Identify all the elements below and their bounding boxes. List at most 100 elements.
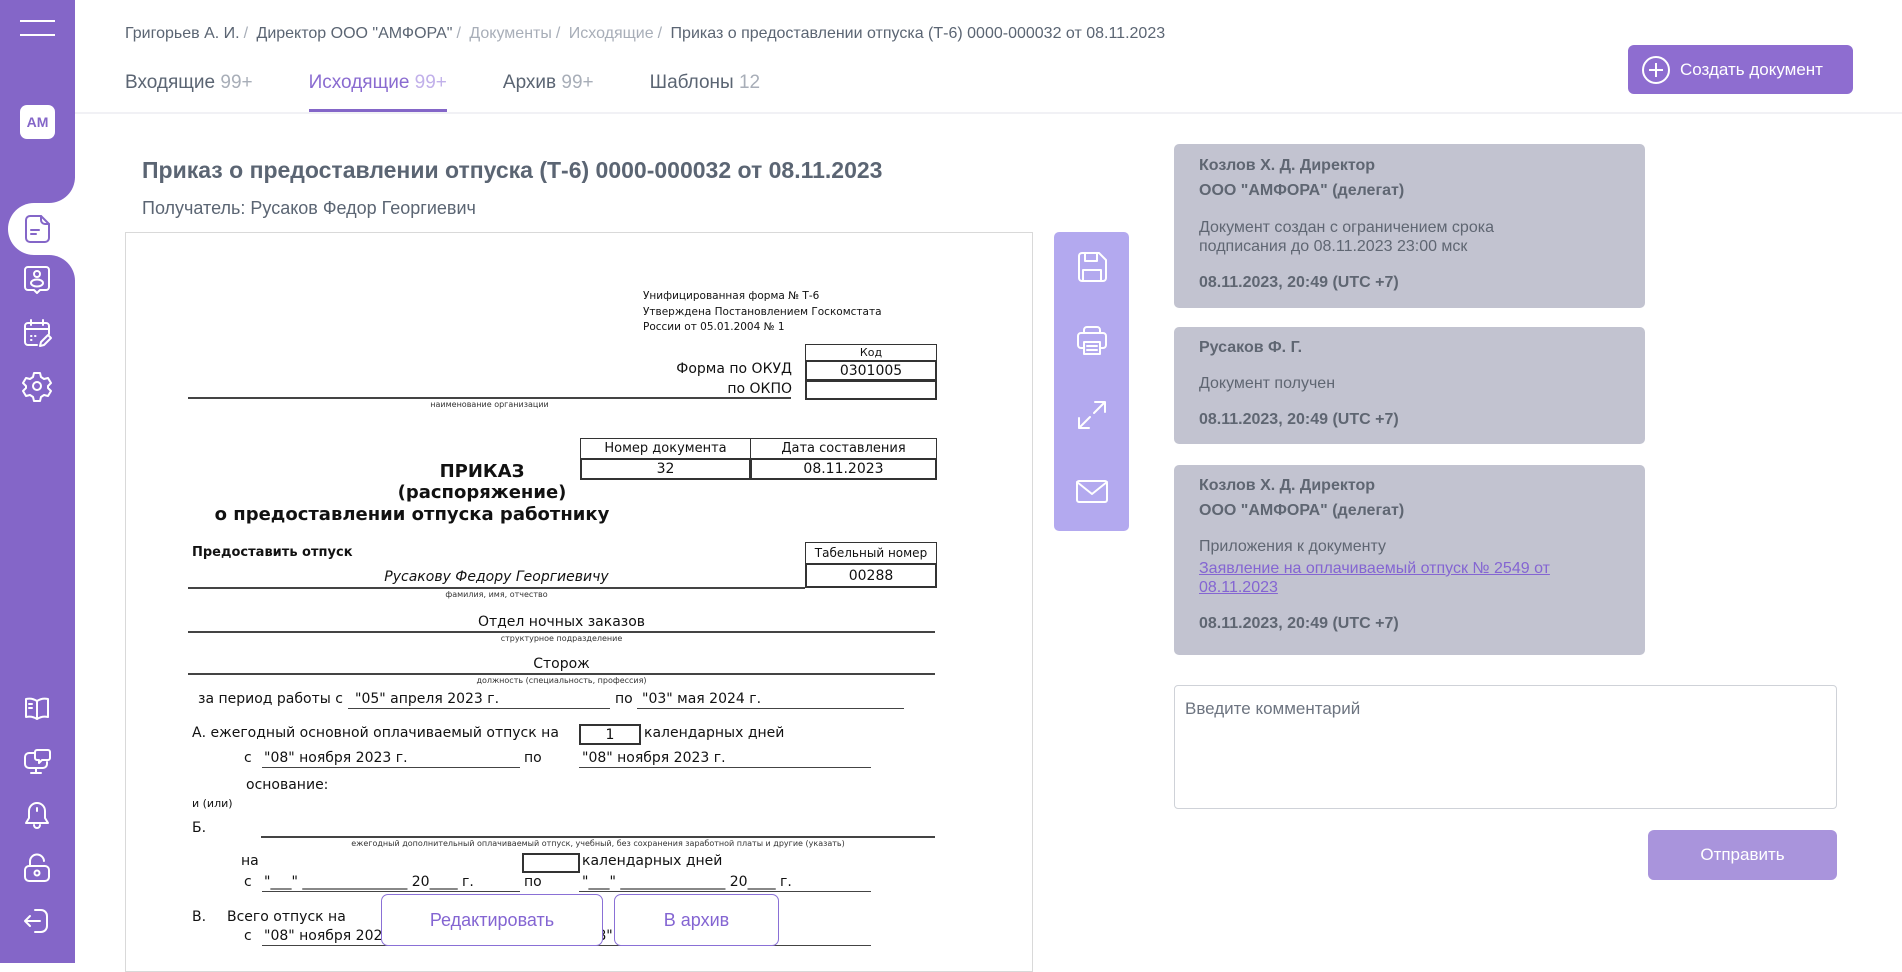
breadcrumb-separator: / [555, 25, 561, 42]
unlock-icon[interactable] [20, 851, 54, 885]
tab-templates[interactable]: Шаблоны 12 [650, 72, 760, 113]
breadcrumb-item[interactable]: Григорьев А. И. [125, 25, 240, 42]
na-label: на [241, 853, 259, 869]
print-icon[interactable] [1073, 321, 1111, 359]
tab-number-value: 00288 [805, 563, 937, 588]
form-note: России от 05.01.2004 № 1 [643, 321, 785, 333]
mail-icon[interactable] [1073, 472, 1111, 510]
s-label: с [244, 750, 252, 766]
history-time: 08.11.2023, 20:49 (UTC +7) [1199, 411, 1399, 428]
days-label: календарных дней [582, 853, 723, 869]
gear-icon[interactable] [20, 369, 54, 403]
support-chat-icon[interactable] [20, 745, 54, 779]
department: Отдел ночных заказов [477, 614, 646, 630]
employee-caption: фамилия, имя, отчество [445, 590, 548, 599]
po-label: по [524, 874, 542, 890]
org-caption: наименование организации [430, 400, 549, 409]
contacts-icon[interactable] [20, 263, 54, 297]
tab-count: 99+ [414, 72, 447, 93]
tab-count: 99+ [561, 72, 594, 93]
plus-circle-icon [1642, 55, 1670, 84]
department-caption: структурное подразделение [500, 634, 623, 643]
document-toolbar [1054, 232, 1129, 531]
po-label: по [615, 691, 633, 707]
b-to: "___" _______________ 20____ г. [582, 874, 792, 890]
create-document-label: Создать документ [1680, 59, 1823, 79]
tab-outgoing[interactable]: Исходящие 99+ [308, 72, 448, 113]
tab-label: Архив [502, 72, 557, 93]
breadcrumb-separator: / [657, 25, 663, 42]
bell-icon[interactable] [20, 798, 54, 832]
tab-count: 99+ [220, 72, 253, 93]
comment-input[interactable] [1174, 685, 1837, 809]
avatar[interactable]: АМ [20, 105, 55, 139]
menu-line [20, 34, 55, 36]
a-to: "08" ноября 2023 г. [582, 750, 726, 766]
document-preview[interactable]: Унифицированная форма № Т-6 Утверждена П… [125, 232, 1033, 972]
tab-archive[interactable]: Архив 99+ [503, 72, 594, 113]
order-subheading: (распоряжение) [397, 482, 567, 503]
basis-label: основание: [246, 777, 329, 793]
history-text: Приложения к документу [1199, 538, 1386, 555]
tab-label: Шаблоны [649, 72, 734, 93]
period-from: "05" апреля 2023 г. [355, 691, 500, 707]
tab-incoming[interactable]: Входящие 99+ [125, 72, 253, 113]
and-or-label: и (или) [192, 797, 233, 810]
sidebar: АМ [0, 0, 75, 963]
code-header: Код [805, 344, 937, 361]
history-author: Козлов Х. Д. Директор [1199, 157, 1376, 174]
order-heading: ПРИКАЗ [439, 461, 525, 482]
period-to: "03" мая 2024 г. [642, 691, 762, 707]
tab-label: Исходящие [308, 72, 410, 93]
s-label: с [244, 874, 252, 890]
menu-icon[interactable] [15, 12, 60, 44]
history-org: ООО "АМФОРА" (делегат) [1199, 502, 1405, 519]
page-title: Приказ о предоставлении отпуска (Т-6) 00… [142, 157, 883, 183]
sidebar-top [0, 0, 75, 203]
underline [261, 836, 935, 838]
underline [262, 891, 520, 892]
underline [579, 767, 871, 768]
v-text: Всего отпуск на [227, 909, 346, 925]
underline [637, 708, 904, 709]
v-from: "08" ноября 2023 г. [264, 928, 408, 944]
save-icon[interactable] [1073, 248, 1111, 286]
create-document-button[interactable]: Создать документ [1628, 45, 1853, 94]
attachment-link[interactable]: Заявление на оплачиваемый отпуск № 2549 … [1199, 560, 1550, 596]
b-days [522, 853, 580, 873]
underline [188, 587, 805, 589]
breadcrumb-item[interactable]: Документы [469, 25, 552, 42]
history-card: Козлов Х. Д. Директор ООО "АМФОРА" (деле… [1174, 465, 1645, 655]
tab-bar: Входящие 99+ Исходящие 99+ Архив 99+ Шаб… [125, 72, 816, 113]
menu-line [20, 20, 55, 22]
logout-icon[interactable] [20, 904, 54, 938]
edit-button[interactable]: Редактировать [381, 894, 603, 946]
send-button[interactable]: Отправить [1648, 830, 1837, 880]
breadcrumb-item[interactable]: Исходящие [568, 25, 654, 42]
breadcrumb-item[interactable]: Директор ООО "АМФОРА" [256, 25, 453, 42]
breadcrumb: Григорьев А. И. / Директор ООО "АМФОРА" / … [125, 25, 1169, 43]
okpo-value [805, 380, 937, 400]
history-card: Козлов Х. Д. Директор ООО "АМФОРА" (деле… [1174, 144, 1645, 308]
calendar-edit-icon[interactable] [20, 316, 54, 350]
underline [188, 631, 935, 633]
form-note: Утверждена Постановлением Госкомстата [643, 306, 882, 318]
expand-icon[interactable] [1073, 396, 1111, 434]
underline [579, 891, 871, 892]
archive-button[interactable]: В архив [614, 894, 779, 946]
tab-count: 12 [738, 72, 761, 93]
history-card: Русаков Ф. Г. Документ получен 08.11.202… [1174, 327, 1645, 444]
po-label: по [524, 750, 542, 766]
period-label: за период работы с [198, 691, 343, 707]
tab-label: Входящие [125, 72, 216, 93]
recipient: Получатель: Русаков Федор Георгиевич [142, 198, 476, 218]
book-icon[interactable] [20, 692, 54, 726]
underline [188, 397, 791, 399]
documents-icon[interactable] [20, 212, 54, 246]
days-label: календарных дней [644, 725, 785, 741]
history-org: ООО "АМФОРА" (делегат) [1199, 182, 1405, 199]
breadcrumb-separator: / [456, 25, 461, 42]
position-caption: должность (специальность, профессия) [476, 676, 647, 685]
underline [262, 767, 520, 768]
b-caption: ежегодный дополнительный оплачиваемый от… [351, 839, 845, 848]
